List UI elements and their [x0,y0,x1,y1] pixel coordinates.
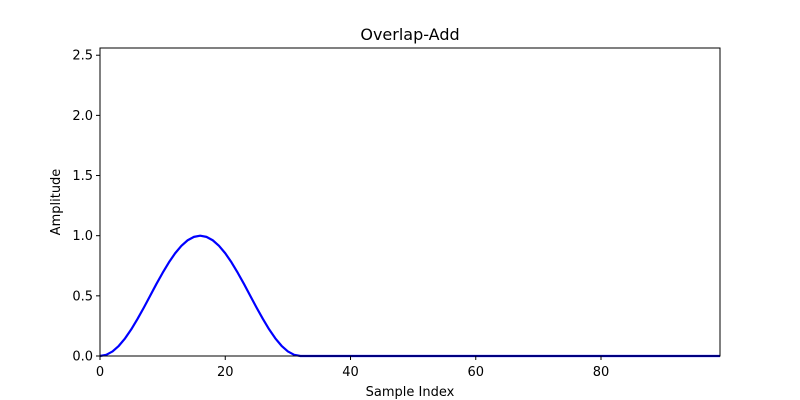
x-tick-label: 0 [96,365,104,380]
y-tick-label: 2.0 [72,109,93,124]
y-tick-label: 1.0 [72,229,93,244]
y-tick-label: 1.5 [72,169,93,184]
x-axis-label: Sample Index [366,385,455,400]
y-tick-label: 0.5 [72,289,93,304]
x-tick-label: 20 [217,365,234,380]
y-axis-label: Amplitude [49,169,64,236]
x-axis: 0 20 40 60 80 [96,356,609,380]
x-tick-label: 80 [593,365,610,380]
y-tick-label: 0.0 [72,350,93,365]
series-line-0 [99,234,720,358]
plot-frame [99,47,721,357]
plot-area [99,234,720,358]
x-tick-label: 60 [467,365,484,380]
chart-title: Overlap-Add [360,25,459,44]
y-tick-label: 2.5 [72,49,93,64]
x-tick-label: 40 [342,365,359,380]
y-axis: 0.0 0.5 1.0 1.5 2.0 2.5 [72,49,100,365]
